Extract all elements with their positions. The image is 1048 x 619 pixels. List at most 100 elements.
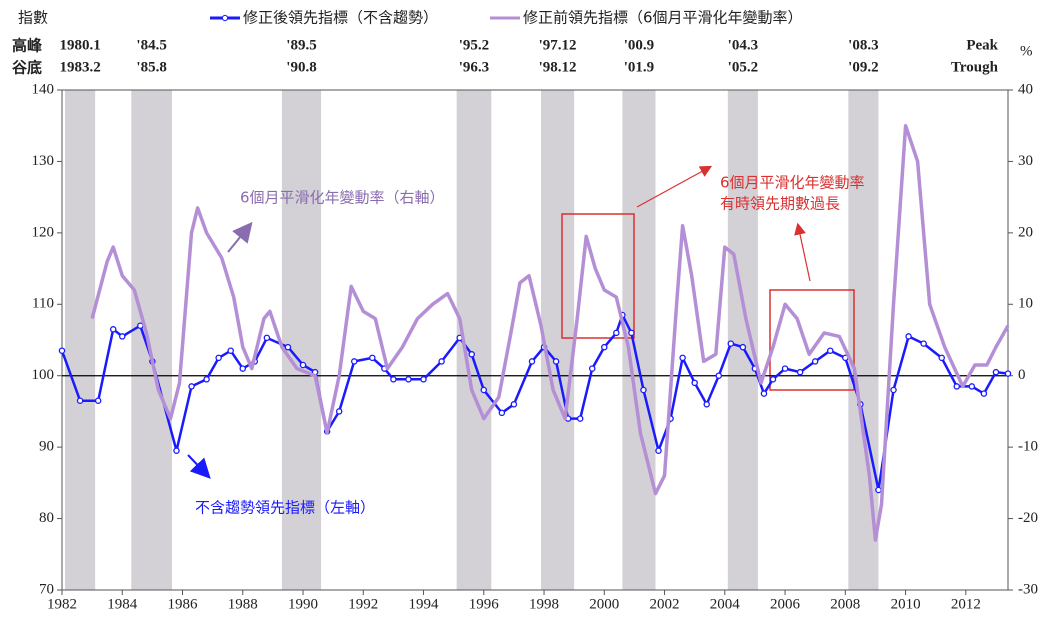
series-marker bbox=[227, 347, 234, 354]
peak-label: '95.2 bbox=[459, 37, 489, 53]
series-marker bbox=[1004, 370, 1012, 377]
plot-frame bbox=[61, 89, 1009, 591]
y2-tick-label: -30 bbox=[1018, 581, 1038, 597]
x-tick-label: 1998 bbox=[529, 596, 559, 612]
peak-label: '84.5 bbox=[136, 37, 166, 53]
series-marker bbox=[335, 408, 343, 415]
y-tick-label: 140 bbox=[32, 81, 55, 97]
series-marker bbox=[390, 376, 397, 383]
series-marker bbox=[796, 368, 804, 376]
series-line bbox=[60, 313, 1009, 492]
peak-label: '89.5 bbox=[286, 37, 316, 53]
y2-tick-label: 30 bbox=[1018, 153, 1033, 169]
series-marker bbox=[510, 401, 518, 408]
recession-band bbox=[281, 90, 322, 590]
highlight-box bbox=[769, 289, 855, 391]
series-marker bbox=[968, 383, 976, 390]
series-marker bbox=[811, 358, 819, 365]
peak-row-end: Peak bbox=[966, 37, 998, 53]
annotation-arrow bbox=[187, 454, 211, 479]
series-marker bbox=[119, 333, 126, 340]
y-axis-label: 指數 bbox=[18, 9, 48, 27]
series-marker bbox=[552, 358, 560, 365]
x-tick-label: 2002 bbox=[650, 596, 680, 612]
y-tick-label: 110 bbox=[32, 296, 54, 312]
series-marker bbox=[905, 333, 912, 340]
x-tick-label: 2006 bbox=[770, 596, 801, 612]
trough-label: '01.9 bbox=[624, 59, 654, 75]
series-marker bbox=[203, 376, 210, 383]
x-tick-label: 1996 bbox=[469, 596, 500, 612]
y-tick-label: 90 bbox=[39, 439, 54, 455]
series-marker bbox=[640, 386, 647, 394]
recession-band bbox=[727, 90, 758, 590]
series-marker bbox=[109, 326, 117, 333]
recession-band bbox=[131, 90, 172, 590]
series-marker bbox=[781, 365, 789, 372]
x-tick-label: 2012 bbox=[951, 596, 981, 612]
trough-label: '96.3 bbox=[459, 59, 489, 75]
series-marker bbox=[938, 354, 945, 362]
series-marker bbox=[528, 358, 536, 365]
series-marker bbox=[480, 386, 488, 394]
series-marker bbox=[284, 343, 292, 351]
x-tick-label: 2010 bbox=[891, 596, 921, 612]
peak-label: 1980.1 bbox=[59, 37, 100, 53]
x-tick-label: 1988 bbox=[228, 596, 258, 612]
series-marker bbox=[920, 340, 927, 347]
highlight-box bbox=[561, 213, 635, 339]
series-marker bbox=[727, 340, 735, 347]
trough-label: '85.8 bbox=[136, 59, 166, 75]
x-tick-label: 1994 bbox=[409, 596, 440, 612]
series-marker bbox=[576, 415, 584, 422]
legend-marker bbox=[221, 14, 229, 22]
annotation-arrow bbox=[227, 221, 253, 253]
peak-label: '00.9 bbox=[624, 37, 654, 53]
series-marker bbox=[299, 361, 307, 369]
x-tick-label: 1982 bbox=[47, 596, 77, 612]
series-marker bbox=[703, 401, 710, 408]
legend-label: 修正前領先指標（6個月平滑化年變動率） bbox=[523, 9, 803, 27]
series-marker bbox=[369, 354, 376, 362]
series-marker bbox=[769, 376, 777, 383]
y2-tick-label: 20 bbox=[1018, 224, 1033, 240]
y-tick-label: 100 bbox=[32, 367, 55, 383]
x-tick-label: 1984 bbox=[107, 596, 138, 612]
peak-label: '97.12 bbox=[539, 37, 577, 53]
series-marker bbox=[350, 358, 358, 365]
trough-label: 1983.2 bbox=[59, 59, 100, 75]
annotation: 6個月平滑化年變動率 bbox=[720, 174, 865, 192]
peak-row-label: 高峰 bbox=[12, 37, 43, 55]
series-marker bbox=[173, 447, 180, 454]
series-marker bbox=[76, 397, 84, 404]
series-marker bbox=[239, 365, 247, 372]
series-marker bbox=[188, 383, 195, 390]
annotation-arrow bbox=[794, 222, 811, 282]
series-marker bbox=[890, 386, 897, 394]
x-tick-label: 2008 bbox=[830, 596, 860, 612]
series-marker bbox=[739, 343, 747, 351]
series-marker bbox=[628, 329, 635, 337]
y2-tick-label: 40 bbox=[1018, 81, 1033, 97]
annotation: 不含趨勢領先指標（左軸） bbox=[195, 499, 375, 517]
recession-band bbox=[541, 90, 575, 590]
y-tick-label: 70 bbox=[39, 581, 54, 597]
y2-tick-label: -10 bbox=[1018, 439, 1038, 455]
series-marker bbox=[58, 347, 66, 354]
series-marker bbox=[420, 376, 427, 383]
series-marker bbox=[953, 383, 961, 390]
x-tick-label: 1992 bbox=[348, 596, 378, 612]
series-marker bbox=[263, 334, 271, 342]
y2-tick-label: 10 bbox=[1018, 296, 1033, 312]
series-marker bbox=[438, 358, 445, 365]
series-marker bbox=[980, 390, 988, 397]
series-marker bbox=[94, 397, 102, 404]
y-tick-label: 80 bbox=[39, 510, 54, 526]
series-marker bbox=[613, 329, 620, 337]
x-tick-label: 2000 bbox=[589, 596, 619, 612]
trough-row-label: 谷底 bbox=[12, 59, 42, 77]
series-marker bbox=[601, 343, 608, 351]
series-marker bbox=[468, 351, 475, 358]
series-line bbox=[90, 123, 1010, 542]
